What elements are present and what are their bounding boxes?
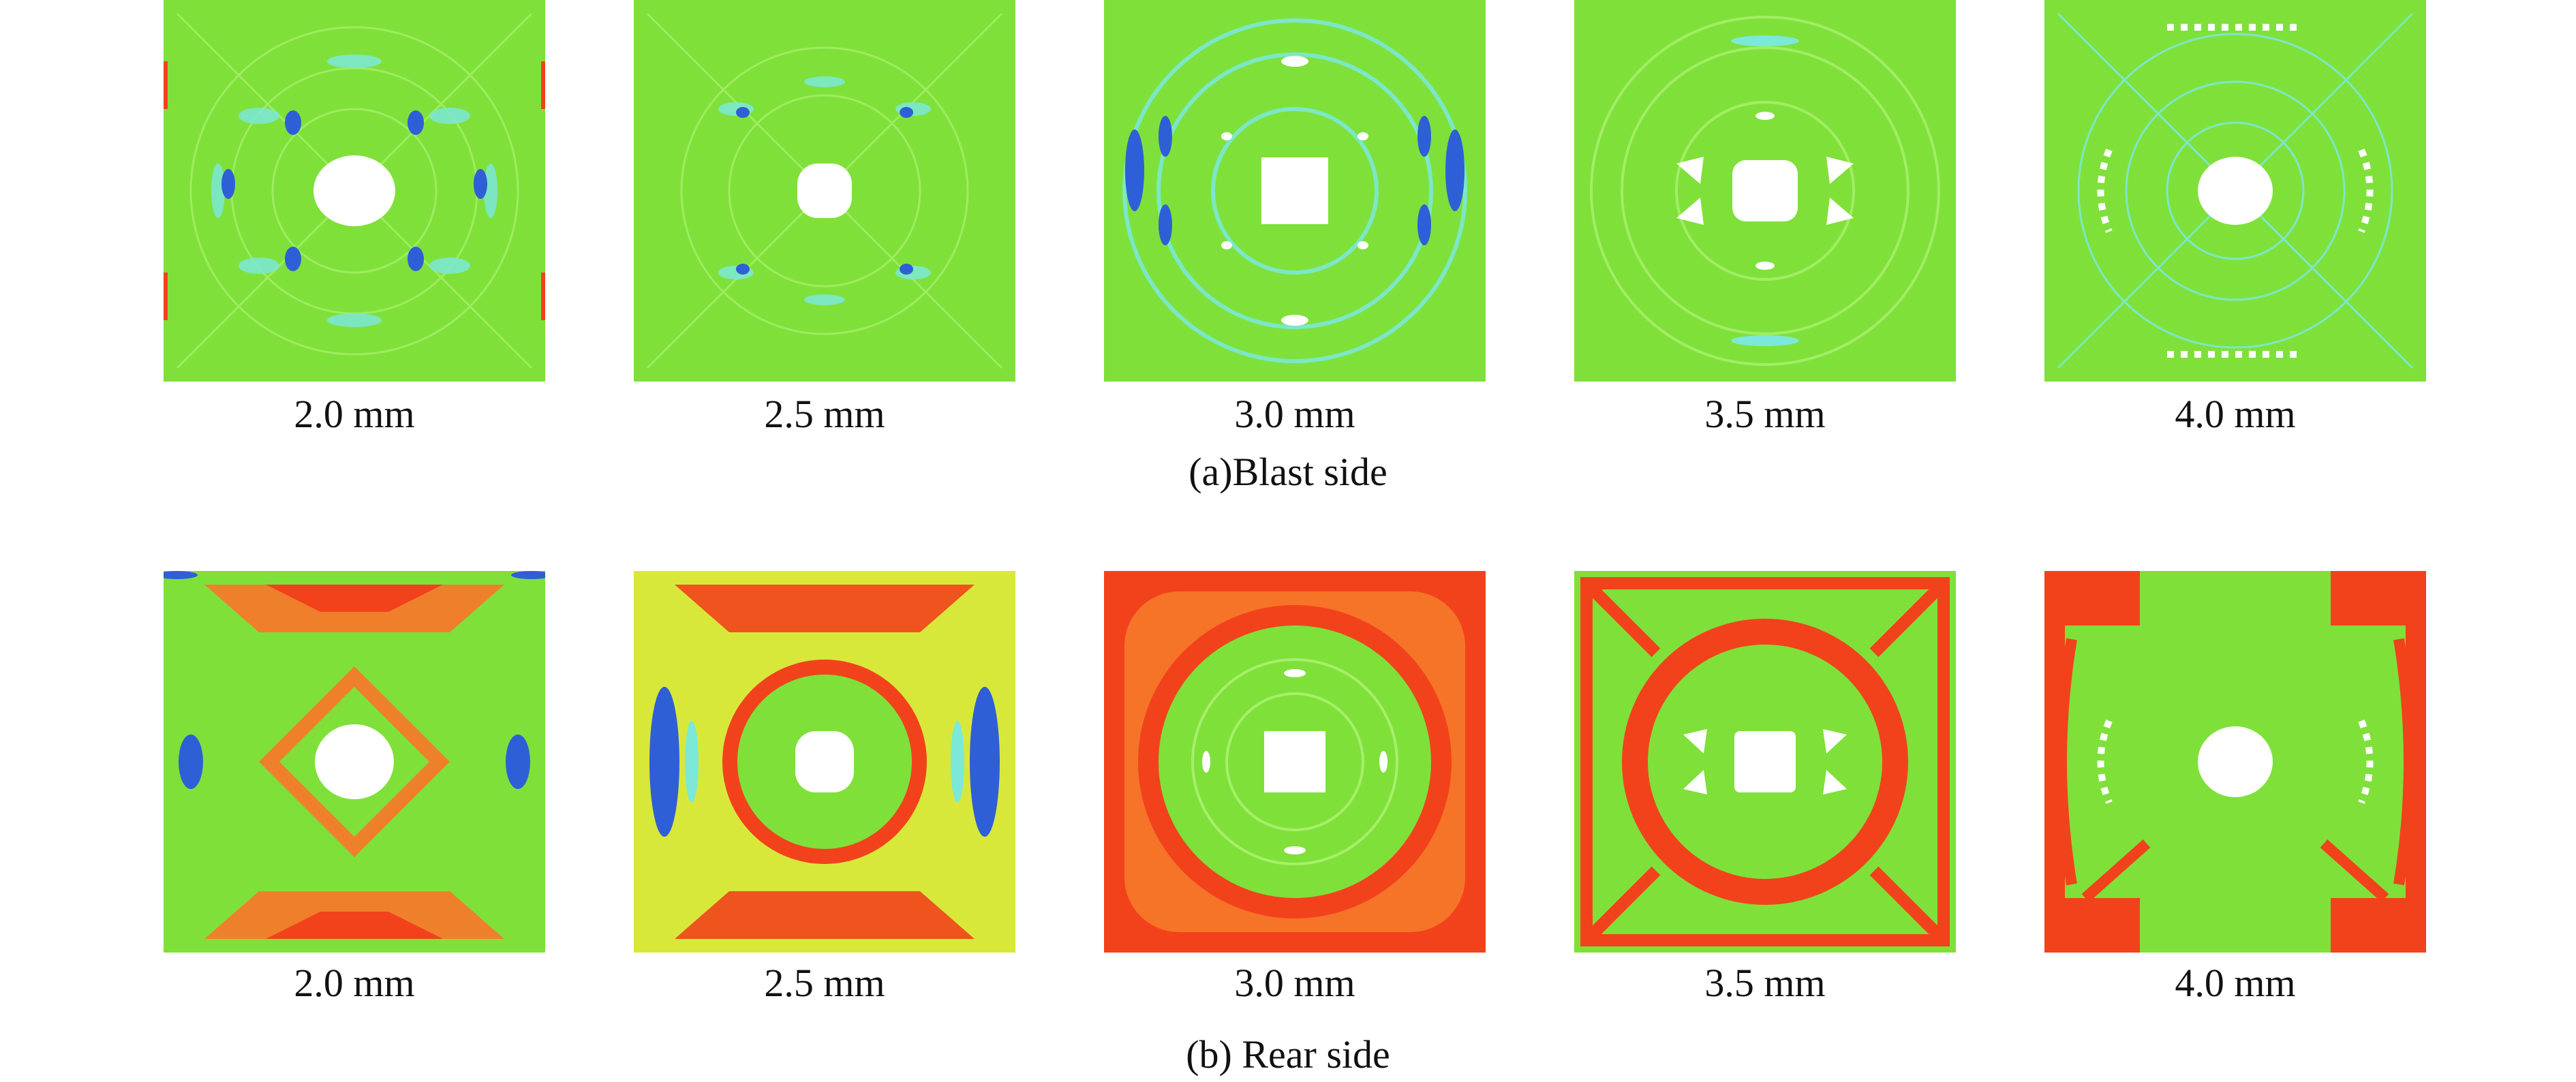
contour-plot-rear-3-0 [1104,571,1486,953]
panel-rear-4-0 [2044,571,2426,953]
panel-blast-2-5 [634,0,1015,382]
panel-label-blast-2-5: 2.5 mm [764,392,885,436]
panel-label-rear-3-5: 3.5 mm [1704,961,1826,1005]
contour-plot-blast-4-0 [2044,0,2426,382]
panel-label-blast-3-0: 3.0 mm [1234,392,1355,436]
contour-plot-blast-3-5 [1574,0,1956,382]
panel-label-blast-4-0: 4.0 mm [2175,392,2296,436]
contour-plot-rear-2-0 [164,571,545,953]
panel-label-rear-2-0: 2.0 mm [294,961,415,1005]
panel-blast-3-5 [1574,0,1956,382]
contour-plot-blast-2-5 [634,0,1015,382]
panel-rear-2-0 [164,571,545,953]
contour-plot-blast-2-0 [164,0,545,382]
panel-blast-3-0 [1104,0,1486,382]
panel-blast-2-0 [164,0,545,382]
contour-plot-blast-3-0 [1104,0,1486,382]
panel-label-blast-2-0: 2.0 mm [294,392,415,436]
contour-plot-rear-2-5 [634,571,1015,953]
caption-blast-side: (a)Blast side [1189,450,1387,494]
panel-label-rear-2-5: 2.5 mm [764,961,885,1005]
panel-blast-4-0 [2044,0,2426,382]
contour-plot-rear-4-0 [2044,571,2426,953]
panel-label-rear-3-0: 3.0 mm [1234,961,1355,1005]
panel-label-rear-4-0: 4.0 mm [2175,961,2296,1005]
panel-rear-2-5 [634,571,1015,953]
panel-label-blast-3-5: 3.5 mm [1704,392,1826,436]
contour-plot-rear-3-5 [1574,571,1956,953]
panel-rear-3-5 [1574,571,1956,953]
panel-rear-3-0 [1104,571,1486,953]
caption-rear-side: (b) Rear side [1186,1032,1390,1077]
